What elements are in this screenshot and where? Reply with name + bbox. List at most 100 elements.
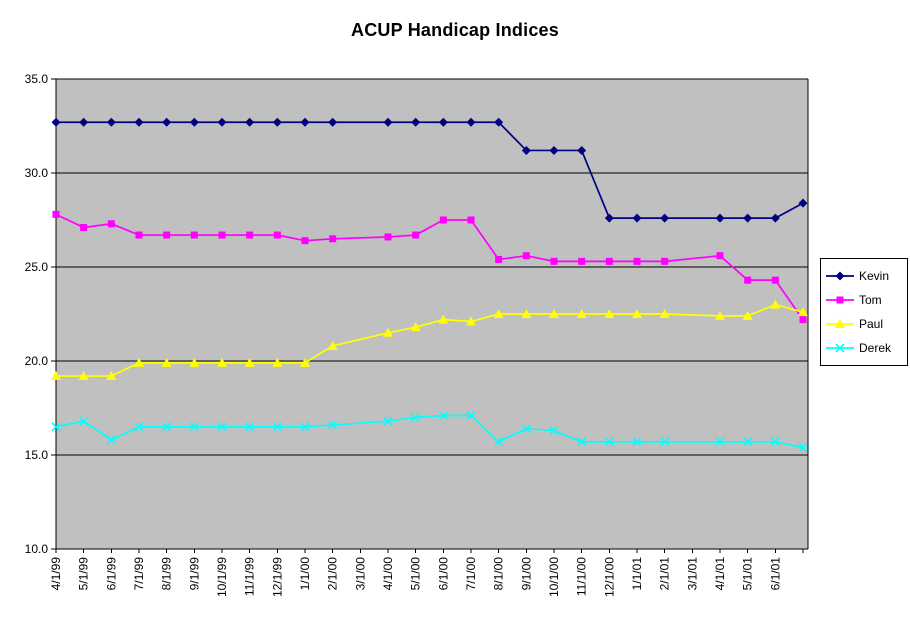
marker-square-tom	[80, 224, 88, 232]
marker-square-tom	[522, 252, 530, 260]
marker-triangle-paul	[438, 314, 449, 324]
marker-x-derek	[660, 437, 670, 447]
x-axis-tick-label: 10/1/00	[547, 557, 561, 597]
legend: Kevin Tom Paul Derek	[820, 258, 908, 366]
legend-item-derek: Derek	[824, 336, 904, 360]
x-axis-tick-label: 11/1/99	[243, 557, 257, 596]
marker-diamond-kevin	[300, 117, 310, 127]
marker-square-tom	[439, 216, 447, 224]
marker-square-tom	[771, 276, 779, 284]
marker-triangle-paul	[521, 309, 532, 318]
marker-diamond-kevin	[328, 117, 338, 127]
marker-x-derek	[743, 437, 753, 447]
marker-square-tom	[246, 231, 254, 239]
marker-triangle-paul	[549, 309, 559, 318]
marker-triangle-paul	[78, 371, 89, 381]
marker-triangle-paul	[466, 316, 476, 326]
marker-square-tom	[190, 231, 198, 239]
marker-square-tom	[273, 231, 281, 239]
marker-x-derek	[328, 420, 338, 430]
marker-diamond-kevin	[632, 213, 642, 223]
marker-square-tom	[467, 216, 475, 224]
series-line-paul	[56, 303, 804, 377]
legend-marker-tom	[826, 296, 854, 304]
marker-triangle-paul	[493, 309, 504, 318]
legend-item-paul: Paul	[824, 312, 904, 336]
marker-diamond-kevin	[162, 117, 172, 127]
marker-diamond-kevin	[660, 213, 670, 223]
marker-diamond-kevin	[411, 117, 421, 127]
chart-title: ACUP Handicap Indices	[351, 20, 559, 40]
marker-diamond-kevin	[715, 213, 725, 223]
marker-triangle-paul	[632, 309, 642, 318]
legend-item-kevin: Kevin	[824, 264, 904, 288]
marker-triangle-paul	[327, 340, 338, 350]
marker-triangle-paul	[604, 309, 615, 318]
marker-square-tom	[301, 237, 309, 245]
x-axis-tick-label: 5/1/99	[77, 557, 91, 591]
marker-x-derek	[134, 422, 144, 432]
x-axis-tick-label: 4/1/01	[713, 557, 727, 591]
marker-diamond-kevin	[245, 117, 255, 127]
marker-triangle-paul	[106, 371, 117, 381]
marker-x-derek	[604, 437, 614, 447]
marker-square-tom	[661, 257, 669, 265]
marker-diamond-kevin	[134, 117, 144, 127]
x-axis-tick-label: 9/1/99	[187, 557, 201, 591]
marker-square-tom	[163, 231, 171, 239]
x-axis-tick-label: 1/1/01	[630, 557, 644, 591]
marker-triangle-paul	[383, 327, 393, 337]
marker-diamond-kevin	[466, 117, 476, 127]
y-axis-tick-label: 15.0	[25, 448, 49, 462]
y-axis-tick-label: 25.0	[25, 260, 49, 274]
series-line-kevin	[56, 121, 804, 219]
marker-square-tom	[495, 255, 503, 263]
marker-diamond-kevin	[217, 117, 227, 127]
marker-diamond-kevin	[438, 117, 448, 127]
marker-x-derek	[106, 435, 116, 445]
x-axis-tick-label: 6/1/00	[436, 557, 450, 591]
marker-square-tom	[412, 231, 420, 239]
y-axis-tick-label: 20.0	[25, 354, 49, 368]
x-axis-tick-label: 5/1/00	[409, 557, 423, 591]
marker-triangle-paul	[798, 307, 808, 317]
y-axis-tick-label: 35.0	[25, 72, 49, 86]
marker-square-tom	[218, 231, 226, 239]
x-axis-tick-label: 4/1/99	[49, 557, 63, 591]
x-axis-tick-label: 1/1/00	[298, 557, 312, 591]
legend-item-tom: Tom	[824, 288, 904, 312]
marker-square-tom	[716, 252, 724, 260]
marker-diamond-kevin	[604, 213, 614, 223]
marker-square-tom	[744, 276, 752, 284]
marker-x-derek	[217, 422, 227, 432]
marker-diamond-kevin	[494, 117, 504, 127]
x-axis-tick-label: 7/1/99	[132, 557, 146, 591]
marker-diamond-kevin	[798, 198, 808, 208]
marker-x-derek	[494, 437, 504, 447]
marker-x-derek	[438, 410, 448, 421]
x-axis-tick-label: 8/1/00	[492, 557, 506, 591]
marker-diamond-kevin	[383, 117, 393, 127]
marker-diamond-kevin	[106, 117, 116, 127]
series-line-tom	[55, 213, 804, 321]
x-axis-tick-label: 4/1/00	[381, 557, 395, 591]
marker-triangle-paul	[134, 357, 144, 367]
marker-square-tom	[107, 220, 115, 228]
legend-label-kevin: Kevin	[859, 269, 890, 283]
marker-triangle-paul	[742, 310, 753, 320]
marker-x-derek	[245, 422, 255, 432]
marker-triangle-paul	[189, 357, 200, 367]
marker-triangle-paul	[770, 299, 781, 309]
marker-x-derek	[272, 422, 282, 432]
marker-diamond-kevin	[521, 145, 531, 155]
marker-x-derek	[632, 437, 642, 447]
legend-label-paul: Paul	[859, 317, 884, 331]
x-axis-tick-label: 2/1/01	[658, 557, 672, 591]
marker-triangle-paul	[244, 357, 255, 367]
x-axis-tick-label: 6/1/01	[768, 557, 782, 591]
marker-x-derek	[798, 442, 808, 453]
x-axis-tick-label: 11/1/00	[575, 557, 589, 596]
marker-x-derek	[189, 422, 199, 432]
x-axis-tick-label: 2/1/00	[326, 557, 340, 591]
